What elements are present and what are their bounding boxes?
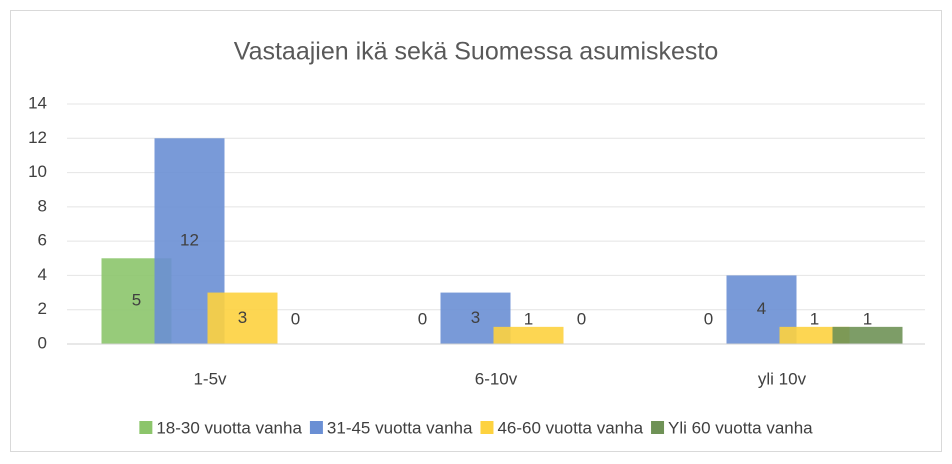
legend-label: 31-45 vuotta vanha — [327, 418, 473, 437]
data-label: 1 — [524, 309, 533, 328]
legend-swatch — [139, 421, 153, 434]
data-label: 3 — [238, 308, 247, 327]
y-tick-label: 4 — [38, 265, 47, 284]
legend-swatch — [480, 421, 494, 434]
legend-label: Yli 60 vuotta vanha — [668, 418, 813, 437]
y-tick-label: 12 — [28, 128, 47, 147]
data-label: 0 — [577, 309, 586, 328]
data-label: 1 — [863, 309, 872, 328]
x-tick-label: 1-5v — [193, 369, 227, 388]
data-label: 1 — [810, 309, 819, 328]
y-tick-label: 6 — [38, 231, 47, 250]
bar — [779, 326, 850, 344]
y-tick-label: 0 — [38, 333, 47, 352]
data-label: 12 — [180, 231, 199, 250]
data-label: 0 — [704, 309, 713, 328]
y-tick-label: 10 — [28, 162, 47, 181]
legend-swatch — [651, 421, 665, 434]
data-label: 5 — [132, 291, 141, 310]
data-label: 0 — [418, 309, 427, 328]
data-label: 0 — [291, 309, 300, 328]
y-tick-label: 8 — [38, 196, 47, 215]
x-tick-label: yli 10v — [758, 369, 807, 388]
y-tick-label: 14 — [28, 93, 47, 112]
chart-title: Vastaajien ikä sekä Suomessa asumiskesto — [234, 38, 719, 66]
data-label: 3 — [471, 308, 480, 327]
legend-label: 18-30 vuotta vanha — [156, 418, 302, 437]
bar — [207, 292, 278, 344]
y-tick-label: 2 — [38, 299, 47, 318]
data-label: 4 — [757, 299, 766, 318]
x-tick-label: 6-10v — [475, 369, 518, 388]
bar — [493, 326, 564, 344]
legend-label: 46-60 vuotta vanha — [497, 418, 643, 437]
bar — [832, 326, 903, 344]
legend-swatch — [309, 421, 323, 434]
